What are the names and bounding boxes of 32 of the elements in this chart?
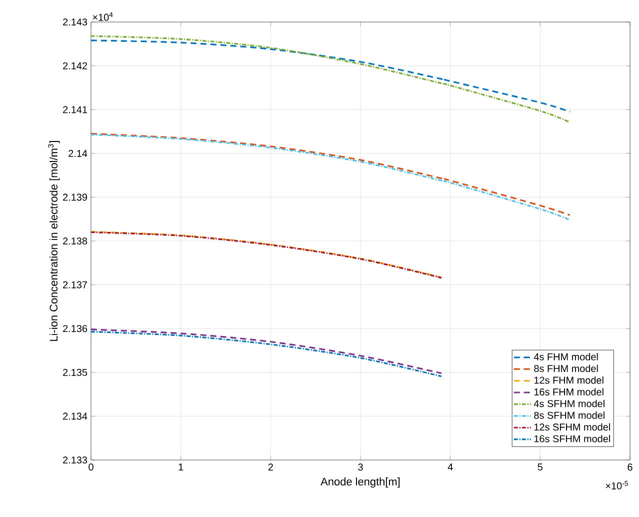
x-tick-label: 2 xyxy=(268,464,273,470)
line-series xyxy=(90,40,571,113)
y-axis-title: Li-ion Concentration in electrode [mol/m$^{3}$] xyxy=(48,141,60,341)
legend-label: 4s FHM model xyxy=(534,353,598,360)
y-tick-label: 2.134 xyxy=(63,412,88,420)
legend-label: 16s SFHM model xyxy=(534,434,610,442)
legend-label: 4s SFHM model xyxy=(534,400,604,408)
text: ×10$^{-5}$ xyxy=(606,480,628,490)
x-tick-label: 0 xyxy=(88,464,94,471)
x-tick-label: 6 xyxy=(628,464,632,471)
y-tick-label: 2.135 xyxy=(63,368,88,376)
text: ×10$^{4}$ xyxy=(92,12,113,21)
legend-label: 8s SFHM model xyxy=(534,412,604,419)
y-tick-label: 2.137 xyxy=(63,281,87,288)
x-tick-label: 3 xyxy=(358,464,363,471)
y-tick-label: 2.138 xyxy=(63,237,88,245)
x-axis-title: Anode length[m] xyxy=(320,477,400,488)
legend-label: 16s FHM model xyxy=(534,388,604,396)
y-tick-label: 2.139 xyxy=(63,194,88,201)
y-tick-label: 2.141 xyxy=(63,106,87,114)
x-tick-label: 4 xyxy=(448,464,453,470)
line-series xyxy=(90,35,571,124)
legend-label: 8s FHM model xyxy=(534,364,598,372)
x-tick-label: 5 xyxy=(538,464,543,470)
y-tick-label: 2.14 xyxy=(68,150,88,157)
y-tick-label: 2.136 xyxy=(63,325,88,332)
y-tick-label: 2.133 xyxy=(63,456,88,464)
legend-label: 12s FHM model xyxy=(534,376,604,384)
y-tick-label: 2.143 xyxy=(63,18,88,26)
y-tick-label: 2.142 xyxy=(63,62,87,70)
legend-label: 12s SFHM model xyxy=(534,423,610,431)
x-tick-label: 1 xyxy=(178,464,184,470)
